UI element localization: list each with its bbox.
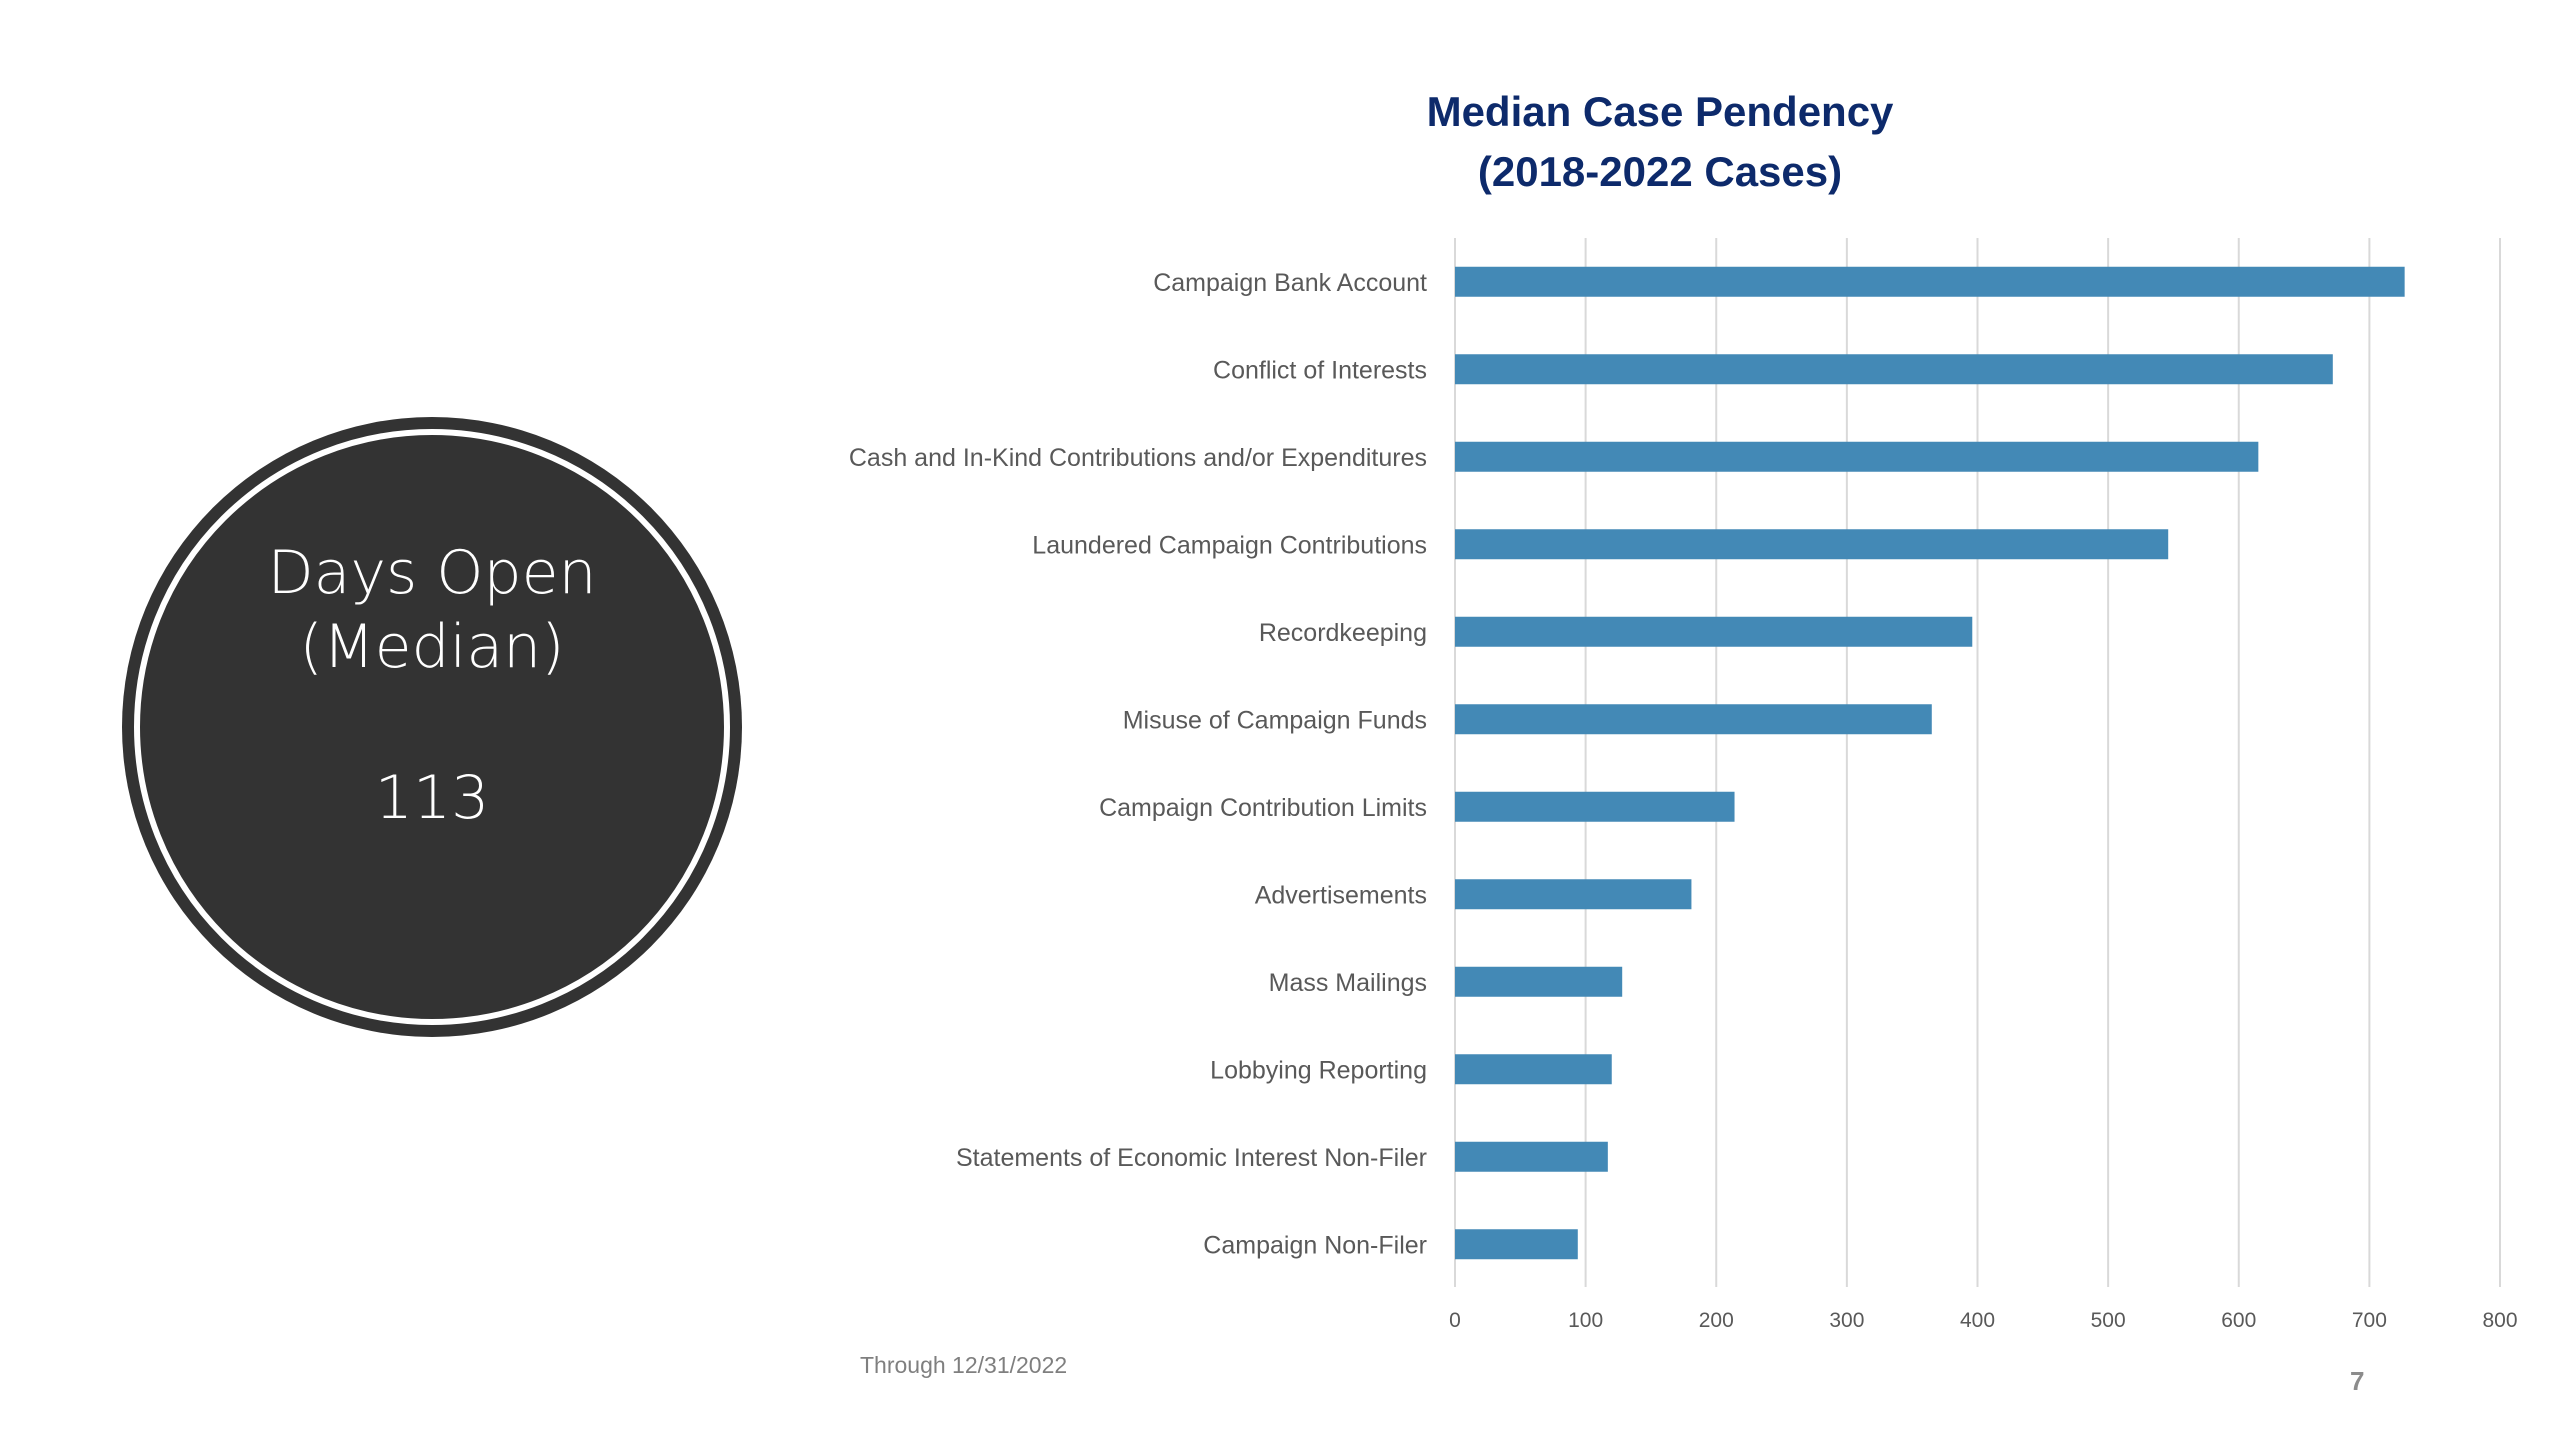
x-tick-label: 600 xyxy=(2221,1309,2256,1332)
bar xyxy=(1455,354,2333,385)
bar xyxy=(1455,879,1692,910)
footnote: Through 12/31/2022 xyxy=(860,1352,1068,1378)
days-open-summary-circle: Days Open (Median) 113 xyxy=(122,417,742,1037)
summary-value: 113 xyxy=(374,763,490,833)
bar xyxy=(1455,266,2405,297)
chart-title: Median Case Pendency (2018-2022 Cases) xyxy=(1260,82,2060,202)
x-tick-label: 700 xyxy=(2352,1309,2387,1332)
summary-label-line1: Days Open xyxy=(267,538,597,608)
category-label: Misuse of Campaign Funds xyxy=(1123,706,1427,734)
page-number: 7 xyxy=(2350,1366,2365,1396)
x-tick-label: 100 xyxy=(1568,1309,1603,1332)
bar xyxy=(1455,1054,1612,1085)
x-tick-label: 500 xyxy=(2091,1309,2126,1332)
bar xyxy=(1455,1229,1578,1260)
x-tick-label: 400 xyxy=(1960,1309,1995,1332)
category-label: Statements of Economic Interest Non-File… xyxy=(956,1144,1427,1172)
category-label: Lobbying Reporting xyxy=(1210,1056,1427,1084)
category-label: Laundered Campaign Contributions xyxy=(1032,531,1427,559)
category-label: Campaign Non-Filer xyxy=(1203,1231,1427,1259)
x-tick-label: 800 xyxy=(2482,1309,2517,1332)
x-tick-label: 0 xyxy=(1449,1309,1461,1332)
bar xyxy=(1455,441,2259,472)
circle-ring xyxy=(134,429,730,1025)
chart-title-line1: Median Case Pendency xyxy=(1426,88,1894,135)
category-label: Conflict of Interests xyxy=(1213,356,1427,384)
x-tick-label: 300 xyxy=(1829,1309,1864,1332)
bar xyxy=(1455,791,1735,822)
category-label: Advertisements xyxy=(1255,881,1427,909)
category-label: Mass Mailings xyxy=(1269,969,1427,997)
category-label: Campaign Contribution Limits xyxy=(1099,794,1427,822)
category-label: Campaign Bank Account xyxy=(1153,269,1427,297)
bar xyxy=(1455,704,1932,735)
bar xyxy=(1455,529,2169,560)
summary-label-line2: (Median) xyxy=(299,612,565,682)
bar xyxy=(1455,1141,1608,1172)
bar xyxy=(1455,616,1973,647)
category-label: Recordkeeping xyxy=(1259,619,1427,647)
x-tick-label: 200 xyxy=(1699,1309,1734,1332)
chart-title-line2: (2018-2022 Cases) xyxy=(1477,148,1843,195)
bar xyxy=(1455,966,1623,997)
category-label: Cash and In-Kind Contributions and/or Ex… xyxy=(849,444,1427,472)
